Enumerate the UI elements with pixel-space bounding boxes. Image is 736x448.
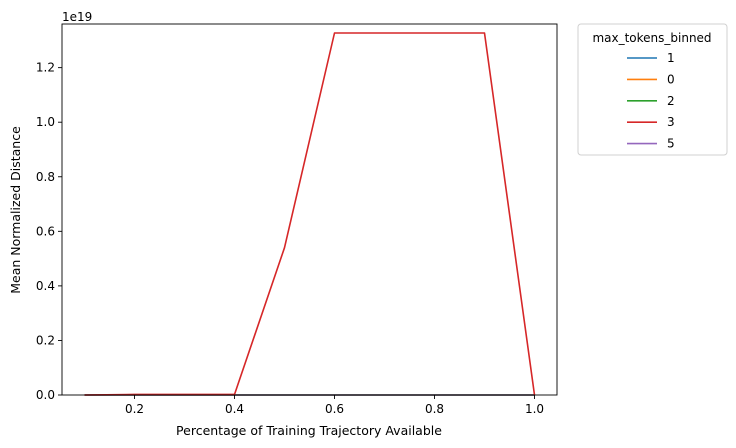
legend: max_tokens_binned 1 0 2 3 5 — [577, 23, 728, 156]
y-tick-label: 0.6 — [36, 224, 55, 238]
legend-title: max_tokens_binned — [592, 31, 711, 45]
legend-label-5: 5 — [667, 137, 675, 151]
y-tick-label: 1.2 — [36, 61, 55, 75]
y-tick-label: 0.2 — [36, 333, 55, 347]
y-tick-label: 0.0 — [36, 388, 55, 402]
legend-label-2: 2 — [667, 94, 675, 108]
legend-label-3: 3 — [667, 115, 675, 129]
x-tick-label: 0.2 — [125, 402, 144, 416]
y-tick-label: 0.8 — [36, 170, 55, 184]
legend-entries: 1 0 2 3 5 — [627, 51, 675, 151]
y-tick-label: 1.0 — [36, 115, 55, 129]
plot-lines — [84, 32, 536, 396]
x-axis-label: Percentage of Training Trajectory Availa… — [176, 423, 442, 438]
series-line-3 — [84, 32, 536, 396]
y-offset-text: 1e19 — [62, 10, 92, 24]
plot-area-border — [61, 23, 558, 396]
x-tick-label: 1.0 — [525, 402, 544, 416]
x-tick-label: 0.4 — [225, 402, 244, 416]
x-tick-label: 0.8 — [425, 402, 444, 416]
x-tick-label: 0.6 — [325, 402, 344, 416]
y-axis-label: Mean Normalized Distance — [8, 126, 23, 294]
legend-box — [577, 23, 728, 156]
legend-label-1: 1 — [667, 51, 675, 65]
legend-label-0: 0 — [667, 72, 675, 86]
axes-frame — [61, 23, 558, 396]
x-axis-ticks: 0.2 0.4 0.6 0.8 1.0 — [125, 395, 544, 416]
y-tick-label: 0.4 — [36, 279, 55, 293]
y-axis-ticks: 0.0 0.2 0.4 0.6 0.8 1.0 1.2 — [36, 61, 62, 402]
